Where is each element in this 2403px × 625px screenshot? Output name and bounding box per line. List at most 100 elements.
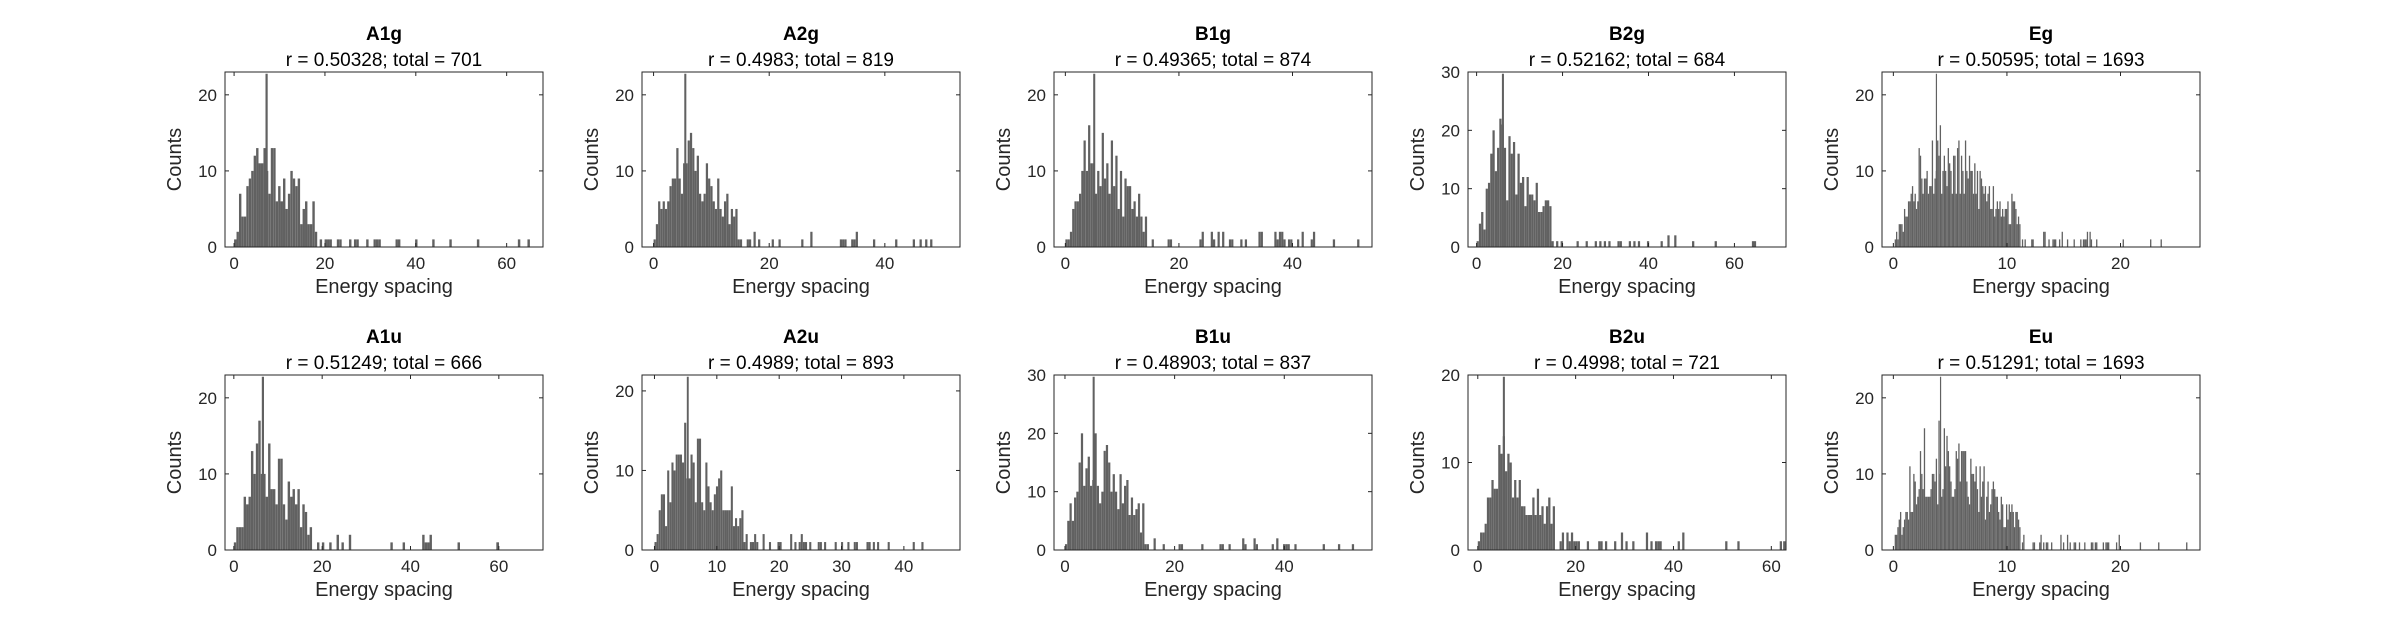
histogram-bar: [2066, 239, 2069, 247]
subplot-title: Eg: [2029, 24, 2053, 45]
histogram-bar: [2003, 216, 2005, 247]
histogram-bar: [712, 201, 715, 247]
subplot-b2g: 0 20 40 60 0 10 20 30 B2g r = 0.52162; total = 68…: [1407, 24, 1787, 298]
histogram-bar: [263, 473, 266, 550]
histogram-bar: [2007, 519, 2009, 550]
y-axis-label: Counts: [581, 431, 603, 494]
histogram-bar: [517, 239, 521, 247]
histogram-bar: [1933, 473, 1935, 550]
histogram-bar: [1285, 544, 1288, 550]
y-tick-label: 0: [1037, 238, 1046, 257]
histogram-bar: [275, 201, 279, 247]
axes-frame: [224, 71, 544, 248]
histogram-bar: [1632, 541, 1635, 550]
histogram-bar: [847, 542, 850, 550]
histogram-bar: [1962, 451, 1964, 550]
histogram-bar: [236, 527, 239, 550]
subplot-title: A2u: [783, 327, 819, 348]
histogram-bar: [1153, 538, 1156, 550]
histogram-bar: [1568, 541, 1571, 550]
histogram-bar: [1146, 544, 1149, 550]
histogram-bar: [299, 527, 303, 550]
histogram-bar: [1524, 206, 1527, 247]
y-tick-label: 10: [1441, 454, 1460, 473]
histogram-bar: [1917, 201, 1919, 247]
histogram-bar: [1929, 496, 1931, 550]
histogram-bar: [1897, 239, 1899, 247]
subplot-title: B1u: [1195, 327, 1231, 348]
histogram-bar: [1131, 208, 1134, 247]
histogram-bar: [1106, 163, 1109, 247]
histogram-bar: [1992, 481, 1995, 550]
histogram-bar: [280, 201, 283, 247]
axes-frame: [641, 374, 961, 551]
histogram-bar: [724, 510, 727, 550]
subplot-title: A1u: [366, 327, 402, 348]
histogram-bar: [1935, 458, 1938, 550]
histogram-bar: [1984, 186, 1987, 247]
histogram-bar: [804, 542, 808, 550]
histogram-bar: [1923, 428, 1926, 550]
histogram-bar: [287, 193, 291, 247]
histogram-bar: [1604, 541, 1608, 550]
histogram-bar: [1484, 523, 1487, 550]
histogram-bar: [297, 489, 300, 550]
subplot-a2u: 0 10 20 30 40 0 10 20 A2u r = 0.4989; total = 893…: [581, 327, 961, 601]
histogram-bar: [925, 239, 928, 247]
histogram-bar: [1930, 489, 1932, 550]
histogram-bar: [1901, 224, 1903, 247]
histogram-bar: [686, 376, 689, 550]
histogram-bar: [258, 420, 261, 550]
histogram-bar: [1902, 231, 1904, 247]
histogram-bar: [1960, 451, 1963, 550]
histogram-bar: [1507, 453, 1510, 550]
histogram-bar: [1917, 496, 1919, 550]
x-tick-label: 20: [2111, 557, 2130, 576]
histogram-bar: [1921, 178, 1923, 247]
histogram-bar: [1117, 208, 1120, 247]
histogram-bar: [1085, 170, 1089, 247]
histogram-bar: [1162, 544, 1165, 550]
histogram-bar: [2017, 216, 2020, 247]
subplot-eu: 0 10 20 0 10 20 Eu r = 0.51291; total = 1693 Ene…: [1821, 327, 2201, 601]
subplot-subtitle: r = 0.50328; total = 701: [286, 50, 483, 71]
histogram-bar: [1069, 503, 1072, 550]
y-tick-label: 20: [198, 86, 217, 105]
histogram-bar: [1954, 155, 1956, 247]
histogram-bar: [1481, 212, 1484, 247]
subplot-title: A2g: [783, 24, 819, 45]
histogram-bar: [1169, 239, 1173, 247]
histogram-bar: [2108, 542, 2110, 550]
histogram-bar: [1714, 241, 1717, 247]
histogram-bar: [1918, 489, 1920, 550]
subplot-a2g: 0 20 40 0 10 20 A2g r = 0.4983; total = 819 Ener…: [581, 24, 961, 298]
histogram-bar: [1922, 193, 1924, 247]
x-tick-label: 10: [1997, 254, 2016, 273]
histogram-bar: [2015, 511, 2017, 550]
histogram-bar: [270, 148, 274, 247]
histogram-bar: [1228, 544, 1231, 550]
histogram-bar: [798, 542, 801, 550]
histogram-bar: [312, 201, 315, 247]
subplot-title: A1g: [366, 24, 402, 45]
histogram-bar: [246, 504, 249, 550]
histogram-bar: [272, 489, 276, 550]
histogram-bar: [687, 140, 690, 247]
histogram-bar: [1199, 239, 1202, 247]
histogram-bar: [1926, 496, 1928, 550]
histogram-bar: [1074, 201, 1077, 247]
histogram-bar: [1087, 456, 1090, 550]
histogram-bar: [1485, 188, 1488, 247]
histogram-bar: [1103, 178, 1107, 247]
histogram-bar: [238, 527, 242, 550]
histogram-bar: [2150, 239, 2152, 247]
histogram-bar: [1620, 532, 1624, 550]
histogram-bar: [1076, 201, 1079, 247]
histogram-bar: [868, 542, 871, 550]
histogram-bar: [1139, 532, 1143, 550]
histogram-bar: [233, 542, 237, 550]
histogram-bar: [1103, 450, 1106, 550]
histogram-bar: [671, 178, 674, 247]
histogram-bar: [1140, 216, 1143, 247]
histogram-bar: [1980, 178, 1983, 247]
